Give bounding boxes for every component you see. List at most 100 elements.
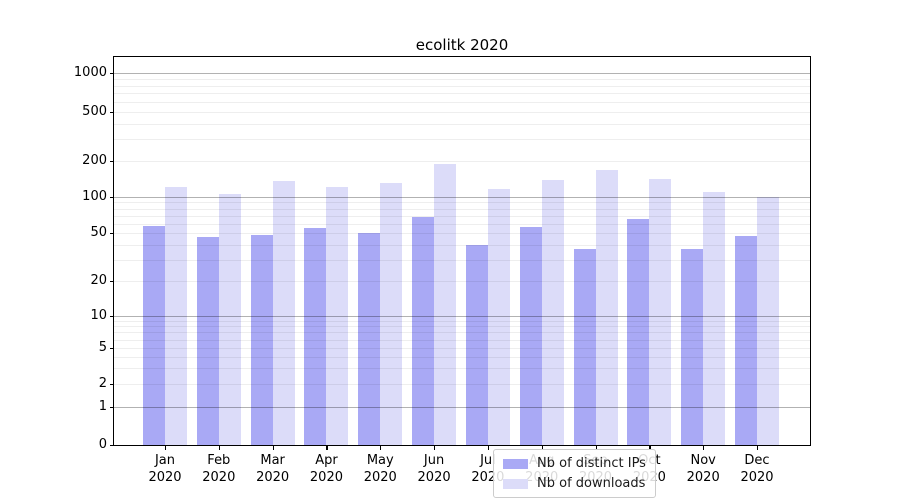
bars-layer [114,57,810,445]
x-tick-mark [380,446,382,450]
legend-label: Nb of distinct IPs [537,456,646,471]
bar-ips-feb [196,237,219,445]
gridline-800 [114,85,810,87]
bar-ips-sep [573,248,596,445]
y-tick-label-10: 10 [90,308,107,323]
gridline-80 [114,208,810,210]
legend-item: Nb of downloads [503,475,646,492]
bar-downloads-jan [165,187,187,445]
y-tick-mark [110,445,114,447]
chart-title: ecolitk 2020 [415,36,509,54]
legend-swatch [503,478,528,489]
x-tick-label-mar: Mar 2020 [256,453,290,485]
gridline-60 [114,223,810,225]
y-tick-mark [110,384,114,386]
bar-downloads-apr [326,187,349,445]
bar-ips-nov [681,248,704,445]
y-tick-label-200: 200 [82,153,107,168]
bar-ips-apr [304,228,327,445]
bar-downloads-jul [487,189,510,445]
gridline-200 [114,161,810,162]
y-tick-label-5: 5 [98,340,107,355]
x-tick-label-nov: Nov 2020 [686,453,720,485]
gridline-7 [114,332,810,334]
legend-swatch [503,458,528,469]
x-tick-mark [595,446,597,450]
bar-ips-aug [519,227,542,445]
x-tick-mark [649,446,651,450]
gridline-700 [114,93,810,95]
gridline-900 [114,78,810,80]
bar-downloads-nov [703,192,726,445]
gridline-90 [114,202,810,204]
bar-ips-jun [412,217,435,445]
gridline-3 [114,368,810,370]
gridline-8 [114,326,810,328]
gridline-5 [114,348,810,349]
y-tick-mark [110,73,114,75]
y-tick-mark [110,233,114,235]
bar-ips-jan [143,226,165,445]
gridline-1 [114,407,810,408]
y-tick-mark [110,316,114,318]
bar-downloads-feb [218,193,241,445]
bar-downloads-mar [272,181,295,445]
y-tick-label-50: 50 [90,225,107,240]
legend-item: Nb of distinct IPs [503,455,646,472]
y-tick-label-1000: 1000 [73,65,107,80]
bar-ips-dec [734,236,757,445]
x-tick-mark [434,446,436,450]
y-tick-mark [110,281,114,283]
x-tick-label-apr: Apr 2020 [309,453,343,485]
bar-downloads-sep [595,170,618,445]
gridline-10 [114,316,810,317]
legend: Nb of distinct IPs Nb of downloads [493,449,656,498]
gridline-50 [114,233,810,234]
gridline-1000 [114,73,810,74]
x-tick-mark [272,446,274,450]
gridline-2 [114,384,810,385]
y-tick-mark [110,112,114,114]
y-tick-label-2: 2 [98,376,107,391]
gridline-400 [114,123,810,125]
gridline-70 [114,215,810,217]
gridline-300 [114,139,810,141]
y-tick-label-0: 0 [98,437,107,452]
y-tick-mark [110,197,114,199]
x-tick-mark [218,446,220,450]
x-tick-label-feb: Feb 2020 [202,453,236,485]
bar-downloads-aug [541,179,564,445]
x-tick-mark [326,446,328,450]
y-tick-mark [110,407,114,409]
bar-ips-may [358,233,381,445]
gridline-9 [114,320,810,322]
gridline-30 [114,259,810,261]
y-tick-label-500: 500 [82,104,107,119]
y-tick-mark [110,161,114,163]
gridlines-layer [114,57,810,445]
x-tick-mark [756,446,759,450]
x-tick-label-jan: Jan 2020 [148,453,182,485]
legend-label: Nb of downloads [537,476,646,491]
gridline-20 [114,281,810,282]
bar-downloads-jun [434,163,457,445]
x-tick-mark [703,446,705,450]
gridline-600 [114,101,810,103]
bar-downloads-dec [756,197,779,445]
gridline-4 [114,356,810,358]
x-tick-mark [165,446,167,450]
y-tick-label-100: 100 [82,189,107,204]
x-tick-label-may: May 2020 [363,453,397,485]
plot-area: Nb of distinct IPs Nb of downloads [113,56,811,498]
gridline-500 [114,112,810,113]
bar-downloads-oct [649,179,672,445]
bar-ips-mar [250,235,273,445]
x-tick-mark [487,446,490,450]
bar-ips-oct [627,219,650,445]
x-tick-label-jun: Jun 2020 [417,453,451,485]
y-tick-label-1: 1 [98,399,107,414]
gridline-6 [114,339,810,341]
y-tick-label-20: 20 [90,273,107,288]
x-tick-label-dec: Dec 2020 [740,453,774,485]
